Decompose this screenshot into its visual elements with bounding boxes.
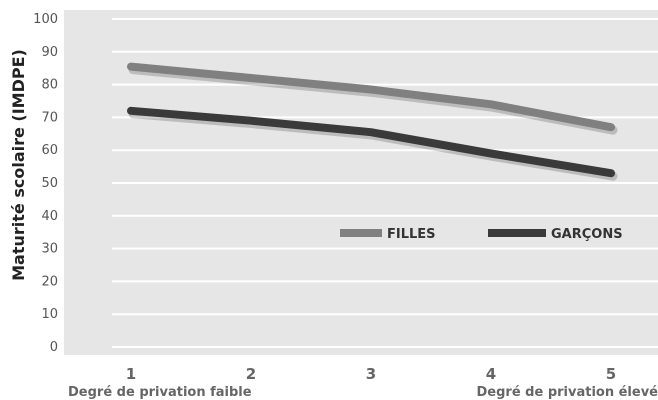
y-axis-ticks: 0 10 20 30 40 50 60 70 80 90 100 — [33, 12, 58, 355]
x-tick-label: 3 — [366, 365, 376, 383]
data-point — [130, 65, 132, 68]
data-point — [250, 77, 252, 80]
data-point — [610, 172, 612, 175]
data-point — [130, 109, 132, 112]
y-tick-label: 50 — [41, 176, 58, 191]
data-point — [370, 131, 372, 134]
y-axis-label: Maturité scolaire (IMDPE) — [9, 49, 28, 281]
y-tick-label: 80 — [41, 78, 58, 93]
y-tick-label: 40 — [41, 209, 58, 224]
legend-label: GARÇONS — [551, 227, 623, 242]
x-tick-label: 5 — [606, 365, 616, 383]
legend-swatch — [340, 229, 382, 237]
y-tick-label: 10 — [41, 307, 58, 322]
y-tick-label: 100 — [33, 12, 58, 27]
series-lines — [127, 62, 618, 181]
x-tick-label: 2 — [246, 365, 256, 383]
legend-swatch — [488, 229, 546, 237]
data-point — [490, 103, 492, 106]
x-tick-label: 4 — [486, 365, 496, 383]
data-point — [490, 152, 492, 155]
data-point — [370, 88, 372, 91]
data-point — [250, 119, 252, 122]
y-tick-label: 70 — [41, 110, 58, 125]
x-note-left: Degré de privation faible — [68, 385, 252, 400]
legend: FILLES GARÇONS — [340, 227, 623, 242]
y-tick-label: 60 — [41, 143, 58, 158]
y-tick-label: 0 — [50, 340, 58, 355]
x-axis-ticks: 1 2 3 4 5 — [126, 365, 616, 383]
data-point — [610, 126, 612, 129]
x-tick-label: 1 — [126, 365, 136, 383]
legend-label: FILLES — [387, 227, 436, 242]
y-tick-label: 20 — [41, 274, 58, 289]
x-note-right: Degré de privation élevé — [477, 385, 658, 400]
y-tick-label: 30 — [41, 242, 58, 257]
y-tick-label: 90 — [41, 45, 58, 60]
